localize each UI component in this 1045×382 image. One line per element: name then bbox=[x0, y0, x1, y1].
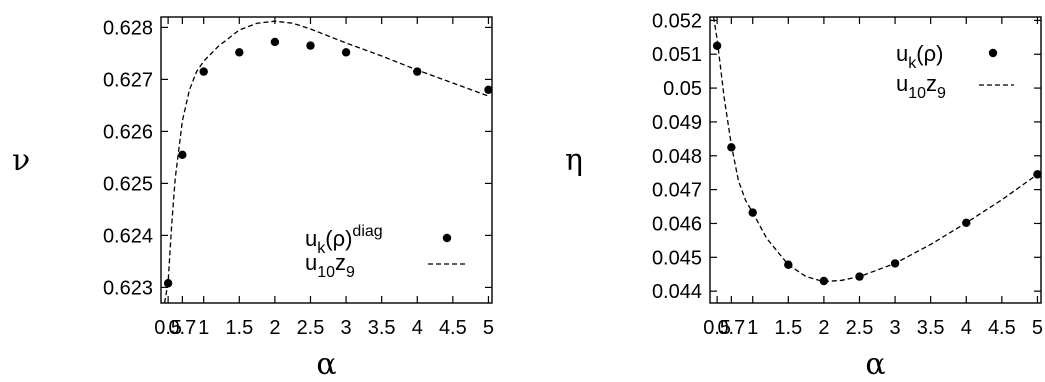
x-tick-label: 1 bbox=[747, 317, 758, 339]
y-axis-label: η bbox=[565, 143, 583, 178]
y-tick-label: 0.045 bbox=[652, 247, 702, 269]
x-tick-label: 2 bbox=[269, 317, 280, 339]
plot-frame bbox=[709, 16, 1042, 304]
data-point bbox=[341, 48, 351, 57]
x-tick-label: 4 bbox=[961, 317, 972, 339]
x-tick-label: 3.5 bbox=[917, 317, 945, 339]
x-tick-label: 5 bbox=[1032, 317, 1043, 339]
series-line bbox=[712, 17, 1041, 283]
x-tick-label: 4.5 bbox=[988, 317, 1016, 339]
nu-panel: 0.50.7 1 1.5 2 2.5 3 3.5 4 4.5 5 0.623 0.624 0.625 0.… bbox=[12, 16, 494, 382]
y-axis-label: ν bbox=[12, 143, 30, 178]
x-tick-label: 4 bbox=[412, 317, 423, 339]
y-tick-label: 0.628 bbox=[103, 17, 153, 39]
data-point bbox=[178, 150, 187, 159]
x-tick-label: 0.5 bbox=[703, 317, 731, 339]
y-tick-label: 0.623 bbox=[103, 277, 153, 299]
legend-label: u10z9 bbox=[305, 250, 355, 281]
x-tick-label: 3 bbox=[341, 317, 352, 339]
eta-panel: 0.50.7 1 1.5 2 2.5 3 3.5 4 4.5 5 0.044 0.045 0.046 0.… bbox=[565, 10, 1043, 382]
x-tick-label: 1.5 bbox=[225, 317, 253, 339]
x-axis-label: α bbox=[865, 347, 885, 382]
x-tick-label: 0.7 bbox=[168, 317, 196, 339]
y-tick-label: 0.626 bbox=[103, 121, 153, 143]
x-tick-label: 1 bbox=[198, 317, 209, 339]
data-point bbox=[712, 41, 722, 50]
plot-frame bbox=[160, 16, 493, 304]
data-point bbox=[306, 41, 315, 50]
y-tick-label: 0.624 bbox=[103, 225, 153, 247]
x-tick-label: 2.5 bbox=[846, 317, 874, 339]
y-tick-label: 0.05 bbox=[663, 78, 702, 100]
x-tick-label: 5 bbox=[483, 317, 494, 339]
legend-label: uk(ρ) bbox=[896, 41, 943, 72]
x-tick-label: 3 bbox=[890, 317, 901, 339]
legend-label: u10z9 bbox=[896, 71, 946, 102]
x-tick-label: 2.5 bbox=[297, 317, 325, 339]
data-point bbox=[484, 85, 492, 94]
data-point bbox=[270, 37, 280, 47]
x-tick-label: 1.5 bbox=[774, 317, 802, 339]
data-point bbox=[199, 67, 208, 76]
y-tick-label: 0.627 bbox=[103, 69, 153, 91]
y-tick-label: 0.051 bbox=[652, 44, 702, 66]
data-point bbox=[413, 67, 422, 76]
x-tick-label: 0.7 bbox=[717, 317, 745, 339]
data-layer bbox=[712, 17, 1041, 286]
y-tick-label: 0.052 bbox=[652, 10, 702, 32]
series-line bbox=[163, 20, 489, 303]
legend-point-sample bbox=[442, 233, 452, 243]
y-tick-label: 0.044 bbox=[652, 281, 702, 303]
y-tick-label: 0.046 bbox=[652, 213, 702, 235]
data-point bbox=[235, 48, 244, 57]
x-tick-label: 4.5 bbox=[439, 317, 467, 339]
legend-point-sample bbox=[988, 48, 998, 58]
y-tick-label: 0.048 bbox=[652, 146, 702, 168]
x-tick-label: 2 bbox=[818, 317, 829, 339]
data-layer bbox=[163, 20, 492, 303]
x-tick-label: 0.5 bbox=[154, 317, 182, 339]
y-tick-label: 0.047 bbox=[652, 180, 702, 202]
y-tick-label: 0.625 bbox=[103, 173, 153, 195]
x-tick-label: 3.5 bbox=[368, 317, 396, 339]
x-axis-label: α bbox=[316, 347, 336, 382]
data-point bbox=[819, 276, 829, 286]
legend-label: uk(ρ)diag bbox=[305, 223, 383, 257]
y-tick-label: 0.049 bbox=[652, 112, 702, 134]
